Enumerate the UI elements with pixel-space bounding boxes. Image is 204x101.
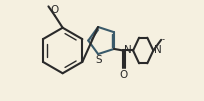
Text: O: O (119, 70, 127, 80)
Text: O: O (50, 5, 58, 15)
Text: N: N (154, 45, 161, 56)
Text: -: - (161, 35, 164, 44)
Text: S: S (95, 55, 102, 65)
Text: N: N (124, 45, 131, 56)
